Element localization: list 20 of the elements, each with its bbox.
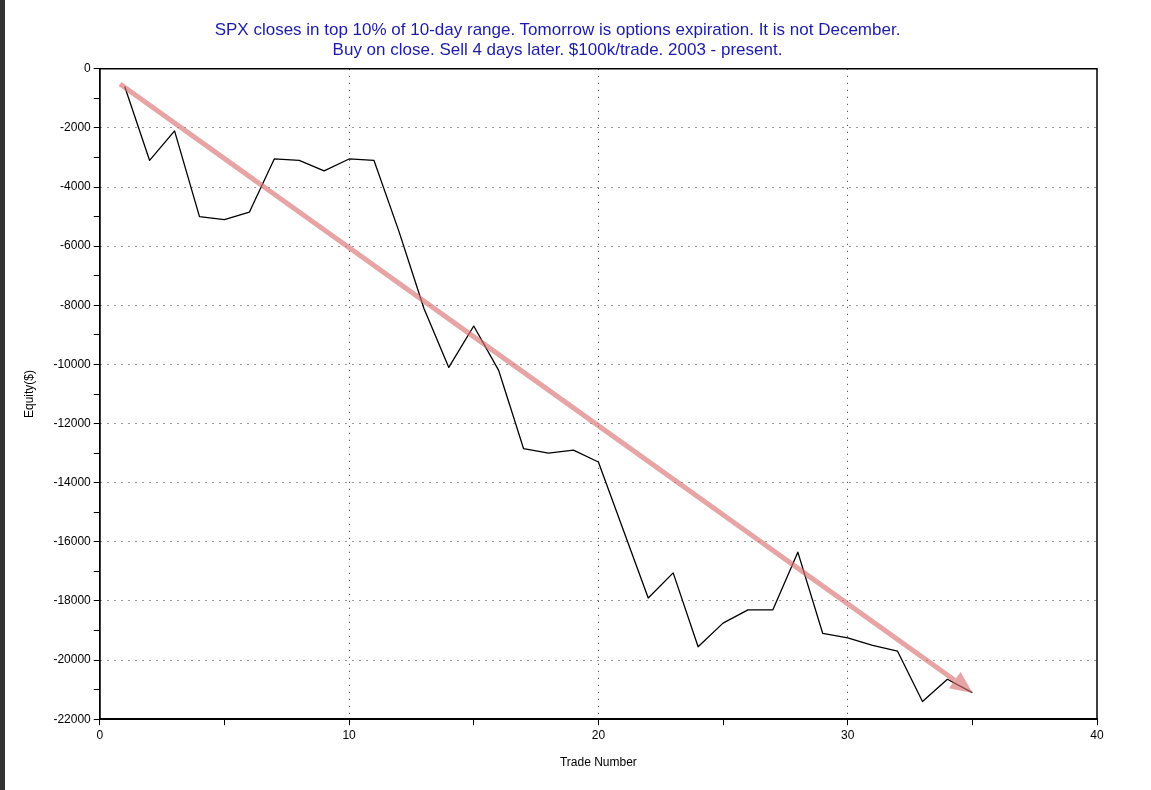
y-tick-label: -16000 (53, 534, 92, 549)
x-tick-label: 10 (342, 727, 357, 742)
y-tick-label: -4000 (60, 179, 92, 194)
y-tick-label: -18000 (53, 593, 92, 608)
y-tick-label: -6000 (60, 238, 92, 253)
x-tick-label: 30 (841, 727, 855, 742)
x-tick-label: 0 (96, 727, 104, 742)
x-axis-title: Trade Number (559, 755, 637, 770)
x-tick-label: 40 (1090, 727, 1104, 742)
x-tick-label: 20 (591, 727, 606, 742)
chart-title: SPX closes in top 10% of 10-day range. Tomorrow is options expiration. It is not December. Buy on close. Sell 4 days later. $100k/trade. 2003 - present. (214, 19, 901, 60)
y-tick-label: -8000 (60, 297, 92, 312)
y-axis-title: Equity($) (21, 369, 36, 419)
y-tick-label: -22000 (53, 711, 92, 726)
y-tick-label: -14000 (53, 475, 92, 489)
y-tick-label: -12000 (53, 415, 92, 430)
y-tick-label: -20000 (53, 652, 92, 667)
y-tick-label: -10000 (53, 356, 92, 371)
y-tick-label: -2000 (60, 120, 92, 135)
y-tick-label: 0 (84, 61, 92, 76)
